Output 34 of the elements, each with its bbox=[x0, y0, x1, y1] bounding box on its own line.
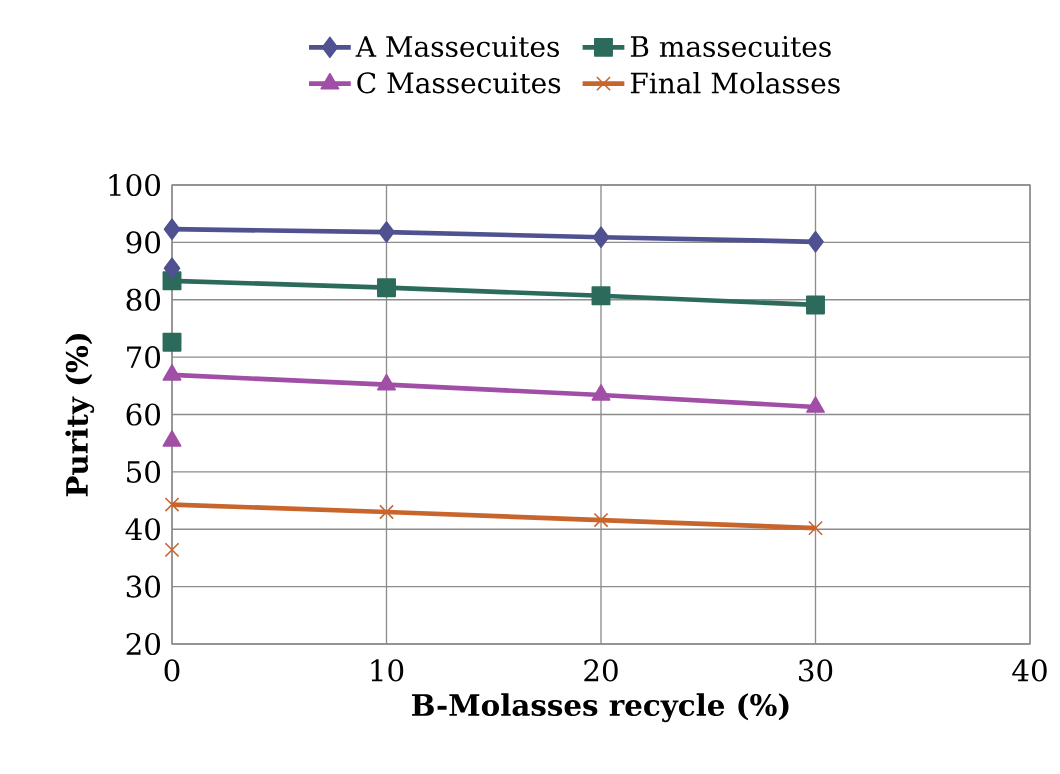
point bbox=[377, 278, 396, 298]
point bbox=[379, 504, 394, 520]
y-tick-label: 100 bbox=[109, 173, 160, 197]
legend-label: A Massecuites bbox=[355, 36, 559, 58]
y-tick-label: 20 bbox=[126, 632, 160, 656]
y-tick-label: 80 bbox=[126, 288, 160, 311]
point bbox=[162, 332, 182, 352]
y-tick-label: 50 bbox=[127, 460, 160, 483]
point bbox=[806, 295, 825, 315]
y-tick-label: 90 bbox=[126, 231, 160, 254]
legend-label: Final Molasses bbox=[630, 72, 840, 94]
x-axis-title: B-Molasses recycle (%) bbox=[412, 693, 789, 723]
point bbox=[592, 226, 610, 249]
point bbox=[163, 257, 181, 279]
legend-label: B massecuites bbox=[630, 36, 831, 58]
y-tick-label: 30 bbox=[126, 575, 160, 598]
point bbox=[164, 542, 180, 558]
point bbox=[164, 497, 180, 512]
point bbox=[807, 231, 824, 253]
y-tick-label: 40 bbox=[125, 518, 160, 541]
y-tick-label: 60 bbox=[126, 403, 160, 426]
x-tick-label: 0 bbox=[164, 659, 180, 682]
point bbox=[378, 221, 395, 243]
y-tick-label: 70 bbox=[127, 346, 160, 369]
point bbox=[593, 512, 609, 528]
point bbox=[163, 218, 181, 240]
y-axis-title: Purity (%) bbox=[65, 334, 95, 497]
point bbox=[808, 520, 823, 536]
x-tick-label: 30 bbox=[799, 659, 833, 682]
x-tick-label: 10 bbox=[371, 659, 404, 682]
legend-label: C Massecuites bbox=[357, 72, 561, 94]
point bbox=[591, 286, 611, 306]
x-tick-label: 40 bbox=[1012, 659, 1047, 682]
x-tick-label: 20 bbox=[584, 659, 618, 682]
